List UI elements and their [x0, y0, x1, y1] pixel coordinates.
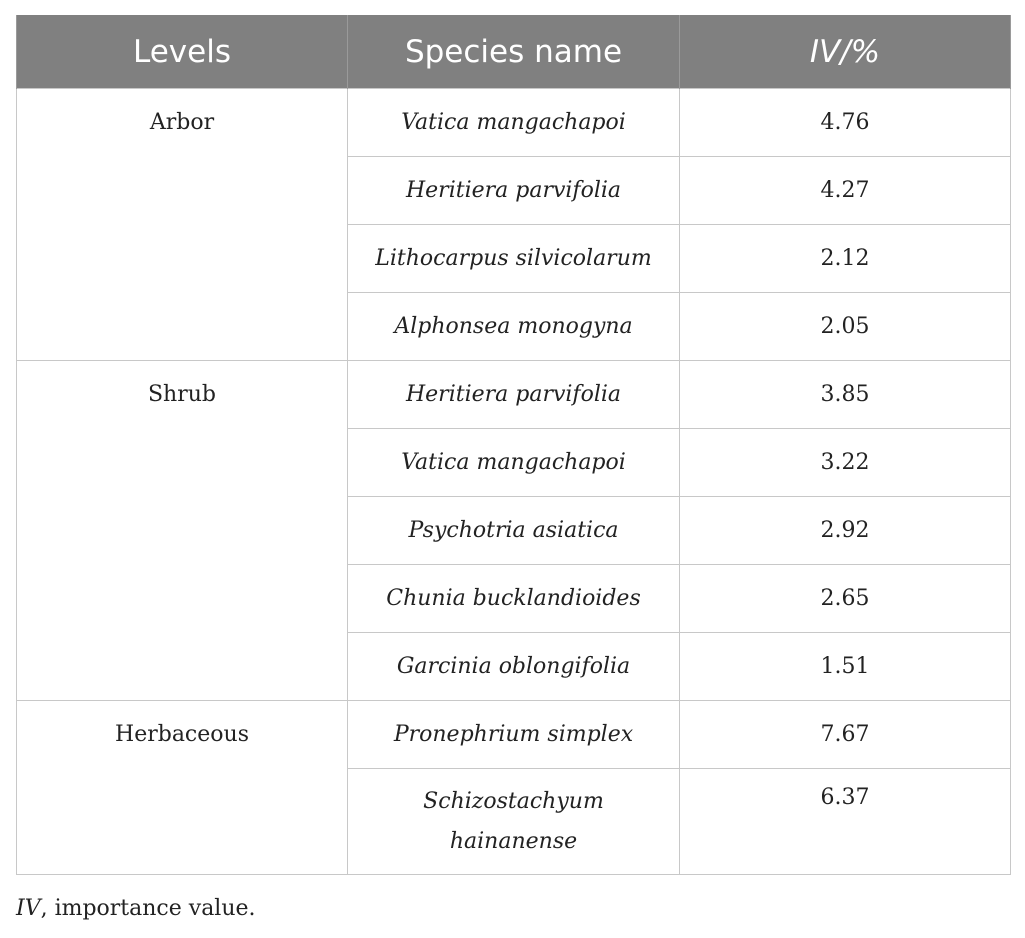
iv-cell: 3.85: [679, 360, 1011, 429]
table-header-row: Levels Species name IV/%: [16, 15, 1011, 89]
footnote-abbreviation: IV: [16, 896, 41, 921]
table-row: Chunia bucklandioides 2.65: [17, 564, 1011, 633]
header-iv-percent: IV/%: [679, 15, 1011, 89]
species-importance-table: Levels Species name IV/% Arbor Vatica ma…: [16, 15, 1011, 875]
header-species-name: Species name: [347, 15, 680, 89]
species-cell: Psychotria asiatica: [347, 496, 680, 565]
species-cell: Lithocarpus silvicolarum: [347, 224, 680, 293]
iv-cell: 4.76: [679, 88, 1011, 157]
footnote-text: , importance value.: [40, 896, 256, 921]
iv-cell: 2.92: [679, 496, 1011, 565]
iv-cell: 7.67: [679, 700, 1011, 769]
table-row: Shrub Heritiera parvifolia 3.85: [16, 360, 1011, 701]
species-cell: Pronephrium simplex: [347, 700, 680, 769]
species-cell: Vatica mangachapoi: [347, 428, 680, 497]
table-row: Psychotria asiatica 2.92: [17, 496, 1011, 565]
species-cell: Heritiera parvifolia: [347, 360, 680, 429]
iv-cell: 6.37: [679, 768, 1011, 875]
level-cell-shrub: Shrub: [16, 360, 348, 701]
species-cell: Heritiera parvifolia: [347, 156, 680, 225]
iv-cell: 2.12: [679, 224, 1011, 293]
table-row: Arbor Vatica mangachapoi 4.76: [16, 88, 1011, 361]
table-row: Heritiera parvifolia 4.27: [17, 156, 1011, 225]
species-cell: Schizostachyum hainanense: [347, 768, 680, 875]
table-row: Herbaceous Pronephrium simplex 7.67: [16, 700, 1011, 875]
iv-cell: 2.05: [679, 292, 1011, 361]
species-cell: Alphonsea monogyna: [347, 292, 680, 361]
table-footnote: IV, importance value.: [16, 896, 256, 921]
table-row: Alphonsea monogyna 2.05: [17, 292, 1011, 361]
table-row: Schizostachyum hainanense 6.37: [17, 768, 1011, 875]
iv-cell: 2.65: [679, 564, 1011, 633]
species-cell-text: Schizostachyum hainanense: [423, 788, 604, 854]
species-cell: Garcinia oblongifolia: [347, 632, 680, 701]
species-table-container: Levels Species name IV/% Arbor Vatica ma…: [16, 15, 1011, 875]
species-cell: Chunia bucklandioides: [347, 564, 680, 633]
iv-cell: 4.27: [679, 156, 1011, 225]
species-cell: Vatica mangachapoi: [347, 88, 680, 157]
iv-cell: 1.51: [679, 632, 1011, 701]
level-cell-herbaceous: Herbaceous: [16, 700, 348, 875]
header-levels: Levels: [16, 15, 348, 89]
iv-cell: 3.22: [679, 428, 1011, 497]
table-row: Garcinia oblongifolia 1.51: [17, 632, 1011, 701]
level-cell-arbor: Arbor: [16, 88, 348, 361]
